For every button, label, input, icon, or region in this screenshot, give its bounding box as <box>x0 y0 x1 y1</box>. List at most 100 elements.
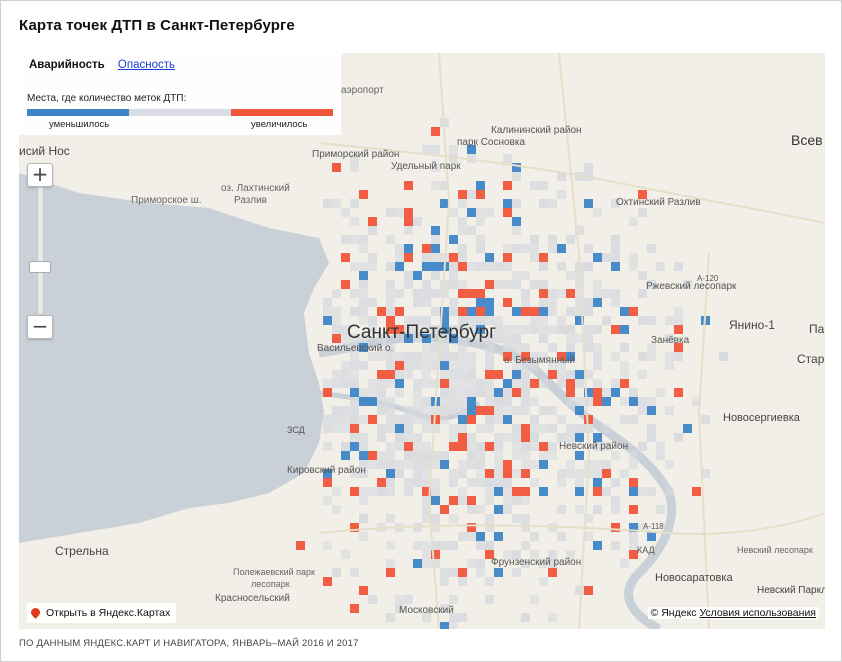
heat-cell <box>512 334 521 343</box>
heat-cell <box>422 343 431 352</box>
legend-description: Места, где количество меток ДТП: <box>27 93 187 104</box>
heat-cell <box>521 388 530 397</box>
heat-cell <box>584 334 593 343</box>
heat-cell <box>422 316 431 325</box>
heat-cell <box>539 577 548 586</box>
heat-cell <box>359 433 368 442</box>
heat-cell <box>476 208 485 217</box>
tab-accidents[interactable]: Аварийность <box>29 59 105 71</box>
terms-of-use-link[interactable]: Условия использования <box>699 607 816 619</box>
heat-cell <box>647 424 656 433</box>
heat-cell <box>458 532 467 541</box>
heat-cell <box>539 181 548 190</box>
zoom-slider-track[interactable] <box>37 187 44 315</box>
heat-cell <box>395 262 404 271</box>
heat-cell <box>413 559 422 568</box>
heat-cell <box>323 316 332 325</box>
heat-cell <box>395 307 404 316</box>
heat-cell <box>485 487 494 496</box>
heat-cell <box>539 307 548 316</box>
heat-cell <box>494 433 503 442</box>
heat-cell <box>494 406 503 415</box>
heat-cell <box>413 469 422 478</box>
heat-cell <box>341 235 350 244</box>
heat-cell <box>377 334 386 343</box>
map-view[interactable]: Санкт-Петербург аэропорт исий Нос Приморско… <box>19 53 825 629</box>
heat-cell <box>539 316 548 325</box>
heat-cell <box>503 253 512 262</box>
heat-cell <box>647 433 656 442</box>
heat-cell <box>638 190 647 199</box>
heat-cell <box>467 478 476 487</box>
heat-cell <box>476 235 485 244</box>
heat-cell <box>341 343 350 352</box>
open-in-yandex-maps-link[interactable]: Открыть в Яндекс.Картах <box>27 603 177 623</box>
heat-cell <box>701 469 710 478</box>
zoom-out-button[interactable]: − <box>27 315 53 339</box>
heat-cell <box>386 370 395 379</box>
heat-cell <box>512 424 521 433</box>
heat-cell <box>521 451 530 460</box>
heat-cell <box>440 334 449 343</box>
heat-cell <box>422 469 431 478</box>
heat-cell <box>359 361 368 370</box>
heat-cell <box>458 424 467 433</box>
heat-cell <box>521 424 530 433</box>
heat-cell <box>548 343 557 352</box>
heat-cell <box>575 451 584 460</box>
heat-cell <box>503 154 512 163</box>
heat-cell <box>584 307 593 316</box>
heat-cell <box>539 379 548 388</box>
heat-cell <box>656 451 665 460</box>
heat-cell <box>359 307 368 316</box>
heat-cell <box>656 388 665 397</box>
heat-cell <box>413 388 422 397</box>
legend-tabs: Аварийность Опасность <box>29 59 175 71</box>
heat-cell <box>494 469 503 478</box>
heat-cell <box>692 487 701 496</box>
open-link-label: Открыть в Яндекс.Картах <box>46 607 171 619</box>
heat-cell <box>566 343 575 352</box>
heat-cell <box>557 325 566 334</box>
heat-cell <box>530 325 539 334</box>
map-canvas[interactable]: Санкт-Петербург аэропорт исий Нос Приморско… <box>19 53 825 629</box>
heat-cell <box>629 541 638 550</box>
heat-cell <box>575 586 584 595</box>
heat-cell <box>548 550 557 559</box>
heat-cell <box>413 271 422 280</box>
heat-cell <box>350 469 359 478</box>
heat-cell <box>611 235 620 244</box>
heat-cell <box>440 460 449 469</box>
legend-increased-label: увеличилось <box>251 119 308 130</box>
heat-cell <box>458 325 467 334</box>
heat-cell <box>404 217 413 226</box>
heat-cell <box>512 451 521 460</box>
heat-cell <box>404 208 413 217</box>
heat-cell <box>323 199 332 208</box>
heat-cell <box>368 226 377 235</box>
heat-cell <box>494 415 503 424</box>
heat-cell <box>602 388 611 397</box>
heat-cell <box>674 316 683 325</box>
heat-cell <box>359 190 368 199</box>
heat-cell <box>359 280 368 289</box>
heat-cell <box>359 442 368 451</box>
heat-cell <box>557 352 566 361</box>
heat-cell <box>521 613 530 622</box>
zoom-slider-thumb[interactable] <box>29 261 51 273</box>
legend-decreased-label: уменьшилось <box>49 119 110 130</box>
tab-danger[interactable]: Опасность <box>117 59 175 71</box>
heat-cell <box>431 244 440 253</box>
heat-cell <box>431 487 440 496</box>
heat-cell <box>557 478 566 487</box>
heat-cell <box>530 478 539 487</box>
zoom-in-button[interactable]: + <box>27 163 53 187</box>
heat-cell <box>368 325 377 334</box>
heat-cell <box>584 415 593 424</box>
heat-cell <box>422 406 431 415</box>
heat-cell <box>440 181 449 190</box>
heat-cell <box>404 361 413 370</box>
heat-cell <box>674 388 683 397</box>
heat-cell <box>377 424 386 433</box>
heat-cell <box>593 478 602 487</box>
